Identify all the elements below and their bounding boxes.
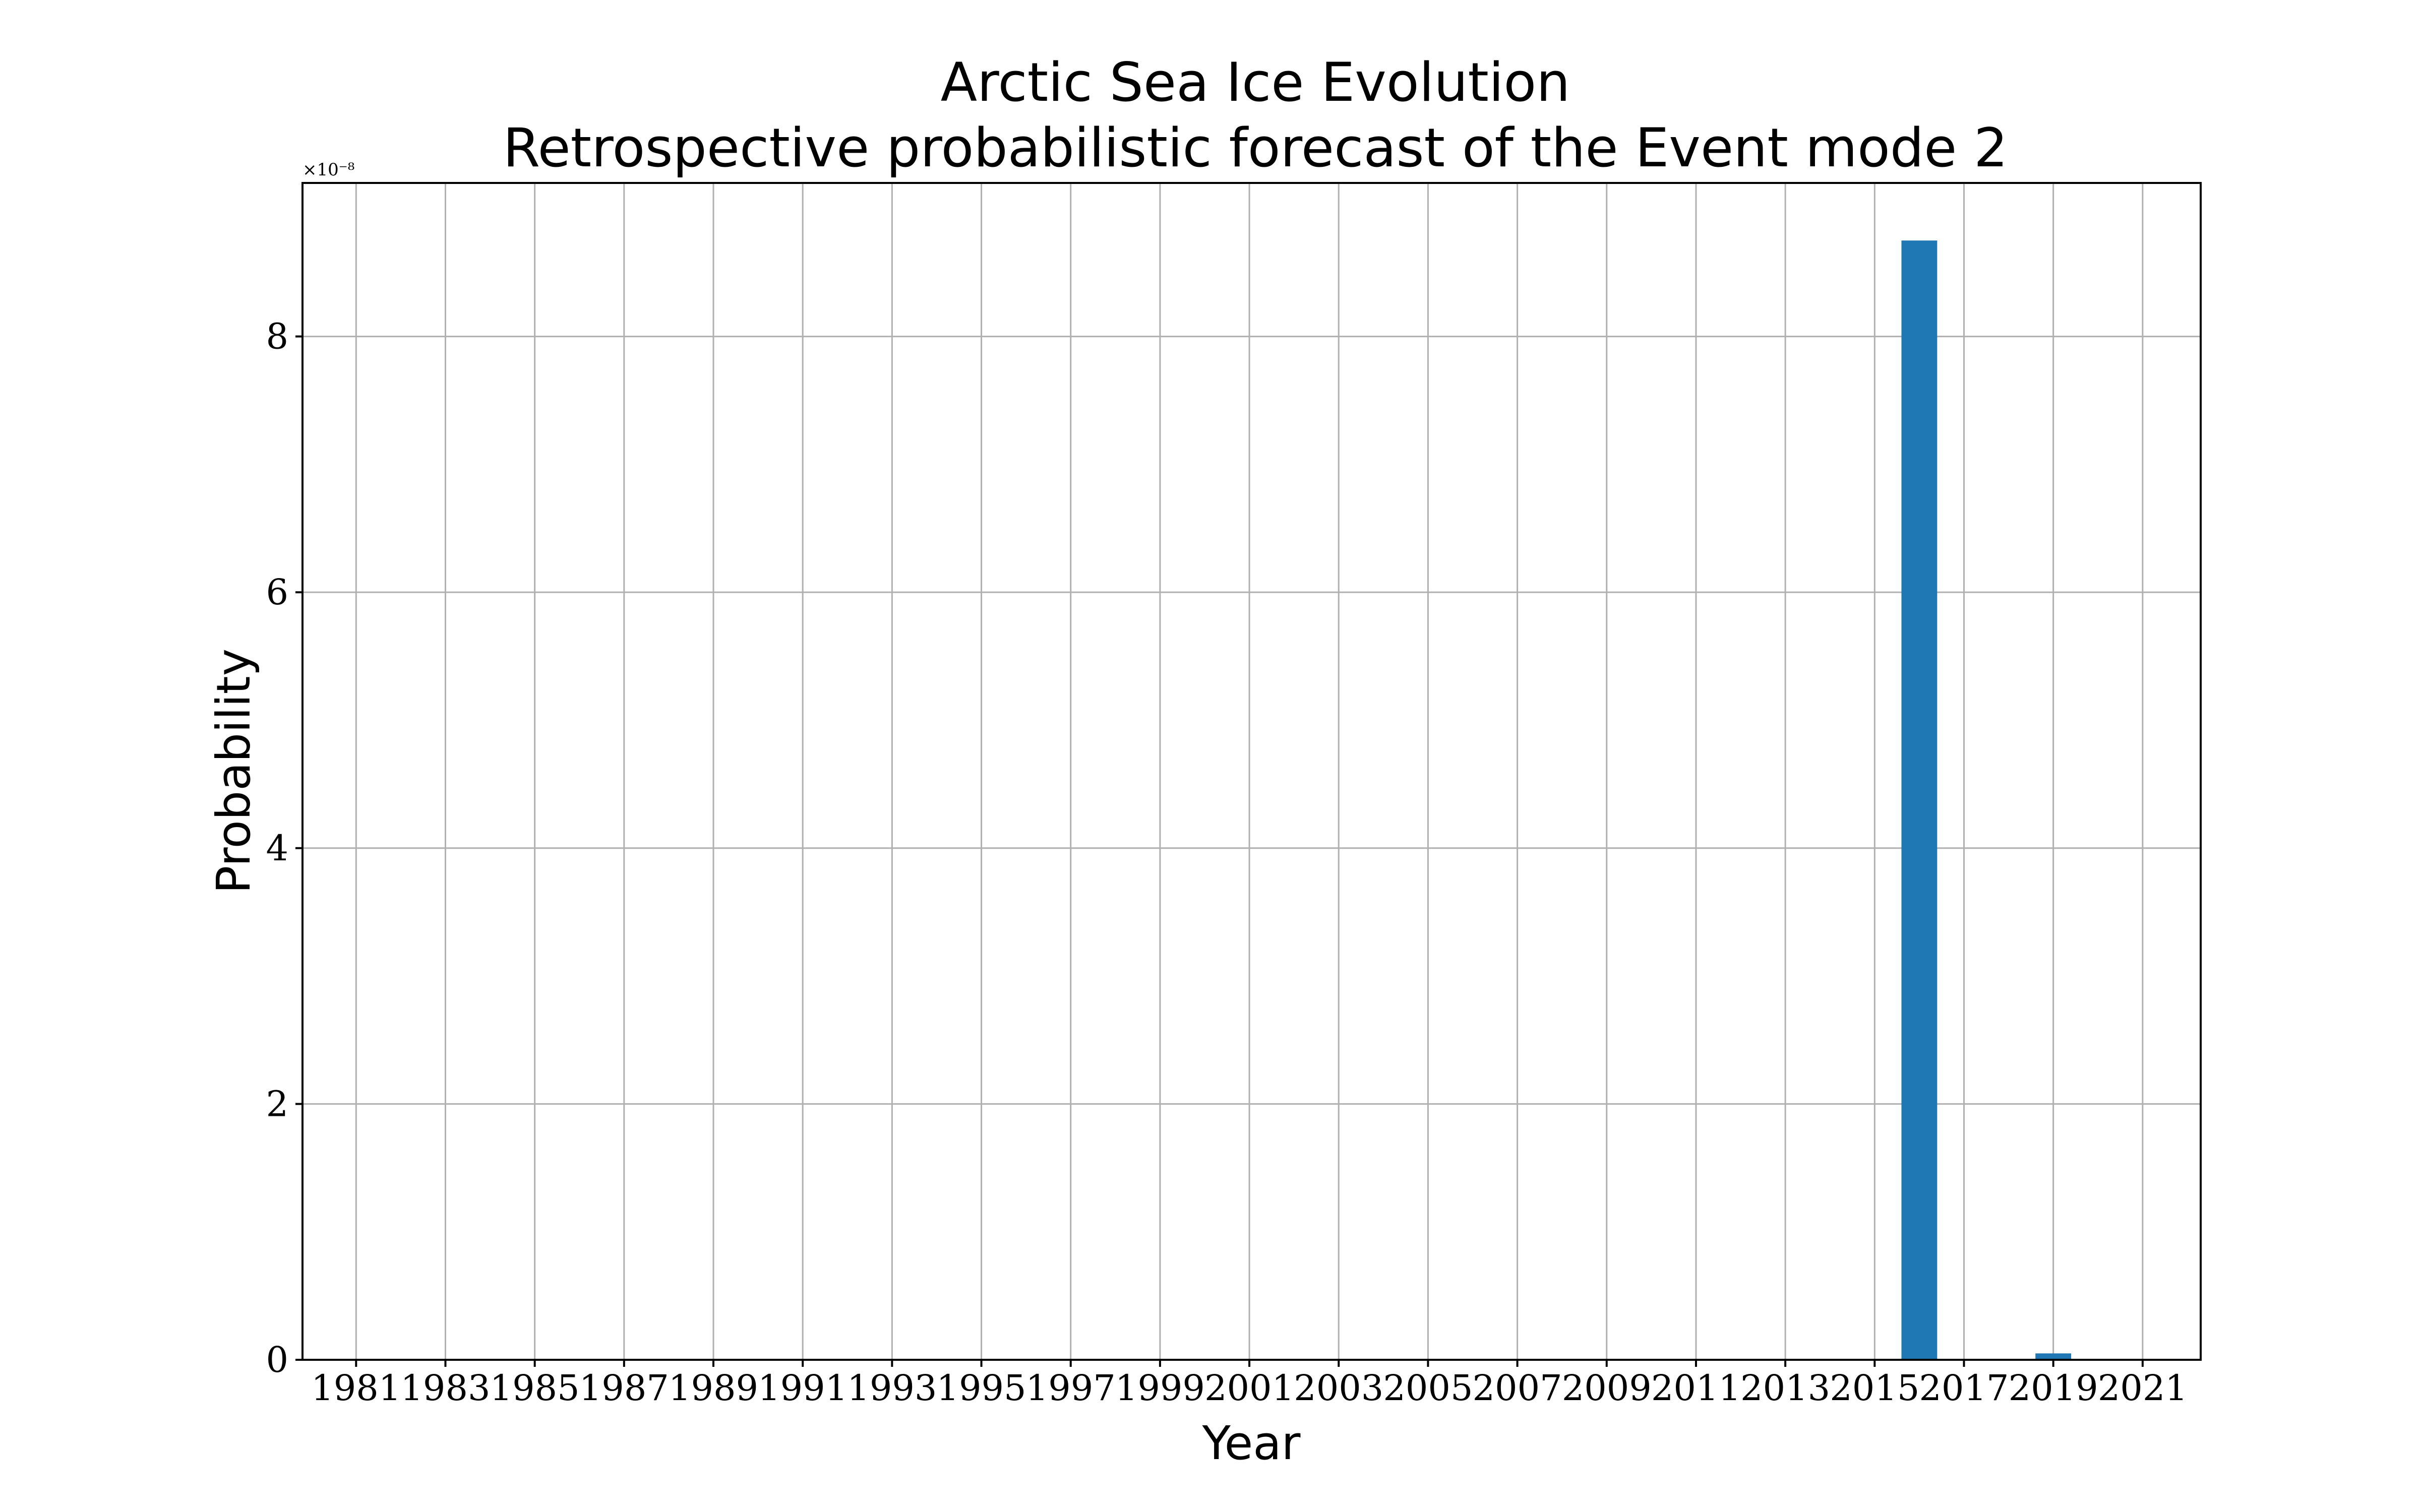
x-tick-label-2009: 2009 bbox=[1562, 1367, 1652, 1409]
x-tick-label-2013: 2013 bbox=[1740, 1367, 1830, 1409]
x-tick-layer: 1981 1983 1985 1987 1989 1991 1993 1995 1997 1999… bbox=[311, 1360, 2188, 1409]
bar-2019 bbox=[2035, 1353, 2072, 1360]
x-tick-label-2015: 2015 bbox=[1830, 1367, 1919, 1409]
y-tick-label-0: 0 bbox=[266, 1339, 288, 1380]
chart-title: Arctic Sea Ice Evolution bbox=[941, 51, 1570, 113]
y-offset-label: ×10⁻⁸ bbox=[302, 160, 354, 180]
x-tick-label-2001: 2001 bbox=[1204, 1367, 1294, 1409]
y-tick-label-4: 4 bbox=[266, 828, 288, 869]
y-tick-label-6: 6 bbox=[266, 572, 288, 613]
bar-layer bbox=[1901, 240, 2072, 1360]
y-tick-label-8: 8 bbox=[266, 316, 288, 357]
x-tick-label-1981: 1981 bbox=[311, 1367, 401, 1409]
x-tick-label-2011: 2011 bbox=[1651, 1367, 1741, 1409]
x-tick-label-1991: 1991 bbox=[758, 1367, 848, 1409]
x-tick-label-1993: 1993 bbox=[847, 1367, 937, 1409]
x-tick-label-2017: 2017 bbox=[1919, 1367, 2009, 1409]
x-tick-label-2007: 2007 bbox=[1473, 1367, 1562, 1409]
x-tick-label-1989: 1989 bbox=[669, 1367, 758, 1409]
x-tick-label-2019: 2019 bbox=[2009, 1367, 2098, 1409]
x-tick-label-2021: 2021 bbox=[2098, 1367, 2188, 1409]
x-axis-label: Year bbox=[1202, 1416, 1301, 1470]
y-tick-label-2: 2 bbox=[266, 1083, 288, 1124]
x-tick-label-1987: 1987 bbox=[579, 1367, 669, 1409]
x-tick-label-2005: 2005 bbox=[1383, 1367, 1473, 1409]
x-tick-label-1997: 1997 bbox=[1026, 1367, 1116, 1409]
chart-subtitle: Retrospective probabilistic forecast of … bbox=[503, 117, 2008, 179]
x-tick-label-1999: 1999 bbox=[1115, 1367, 1205, 1409]
y-tick-layer: 0 2 4 6 8 bbox=[266, 316, 302, 1380]
bar-2016 bbox=[1901, 240, 1938, 1360]
y-axis-label: Probability bbox=[207, 649, 261, 894]
x-tick-label-1995: 1995 bbox=[936, 1367, 1026, 1409]
x-tick-label-2003: 2003 bbox=[1294, 1367, 1383, 1409]
plot-frame bbox=[301, 182, 2202, 1361]
x-tick-label-1983: 1983 bbox=[400, 1367, 490, 1409]
x-tick-label-1985: 1985 bbox=[490, 1367, 580, 1409]
